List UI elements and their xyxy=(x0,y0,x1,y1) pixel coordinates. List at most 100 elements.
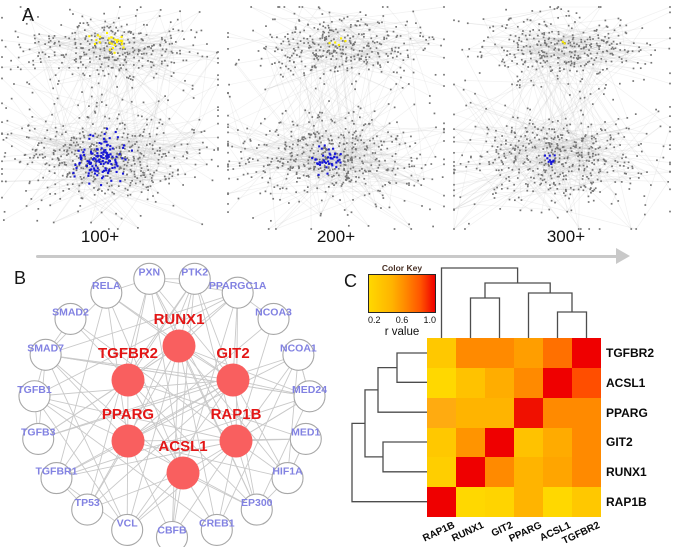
gene-node-med1 xyxy=(289,422,322,455)
heatmap-row-label: GIT2 xyxy=(606,435,633,450)
gene-node-tgfb1 xyxy=(18,380,51,413)
timeline-arrow-line xyxy=(36,255,618,258)
heatmap-cell-RAP1B-TGFBR2 xyxy=(572,487,601,517)
gene-node-label: CREB1 xyxy=(199,517,235,529)
gene-node-label: PPARGC1A xyxy=(209,280,267,292)
gene-node-label: NCOA1 xyxy=(280,342,317,354)
heatmap-cell-TGFBR2-GIT2 xyxy=(485,338,514,368)
gene-node-label: EP300 xyxy=(241,497,273,509)
gene-node-cbfb xyxy=(155,520,189,547)
gene-node-label: TGFBR1 xyxy=(35,466,77,478)
heatmap-cell-GIT2-RAP1B xyxy=(427,427,456,458)
heatmap-cell-RUNX1-PPARG xyxy=(514,457,543,488)
heatmap-cell-RAP1B-PPARG xyxy=(514,487,543,517)
hub-node-label: RUNX1 xyxy=(154,311,205,328)
gene-node-tp53 xyxy=(71,493,104,526)
heatmap-cell-TGFBR2-ACSL1 xyxy=(543,338,572,368)
network-graph-200 xyxy=(226,4,446,232)
hub-node-runx1 xyxy=(162,329,196,363)
heatmap-cell-TGFBR2-PPARG xyxy=(514,338,543,368)
heatmap-cell-RUNX1-ACSL1 xyxy=(543,457,572,488)
heatmap-cell-GIT2-TGFBR2 xyxy=(572,427,601,458)
gene-node-label: MED24 xyxy=(292,384,327,396)
heatmap-row-label: RAP1B xyxy=(606,495,647,510)
gene-node-label: TGFB3 xyxy=(21,426,56,438)
gene-node-label: TGFB1 xyxy=(17,384,52,396)
color-key-axis-label: r value xyxy=(384,326,420,338)
gene-node-vcl xyxy=(111,513,144,547)
gene-node-label: PXN xyxy=(138,266,160,278)
correlation-heatmap xyxy=(427,338,601,517)
heatmap-cell-ACSL1-RAP1B xyxy=(427,367,456,398)
heatmap-cell-RAP1B-GIT2 xyxy=(485,487,514,517)
heatmap-cell-PPARG-GIT2 xyxy=(485,397,514,428)
network-graph-300 xyxy=(452,4,672,232)
network-label-100: 100+ xyxy=(80,227,120,246)
panel-b-label: B xyxy=(14,268,27,288)
heatmap-cell-ACSL1-TGFBR2 xyxy=(572,367,601,398)
heatmap-cell-TGFBR2-RAP1B xyxy=(427,338,456,368)
gene-node-rela xyxy=(90,276,123,309)
color-key-ticks: 0.2 0.6 1.0 xyxy=(368,315,436,325)
heatmap-row-label: RUNX1 xyxy=(606,465,647,480)
hub-node-git2 xyxy=(216,363,250,397)
heatmap-cell-ACSL1-GIT2 xyxy=(485,367,514,398)
panel-c: C Color Key 0.2 0.6 1.0 r value TGFBR2 ACSL… xyxy=(340,262,677,547)
gene-node-label: MED1 xyxy=(291,426,320,438)
gene-node-ppargc1a xyxy=(221,276,254,309)
heatmap-cell-TGFBR2-TGFBR2 xyxy=(572,338,601,368)
heatmap-cell-GIT2-RUNX1 xyxy=(456,427,485,458)
hub-node-label: RAP1B xyxy=(211,406,262,423)
gene-node-smad7 xyxy=(29,338,62,371)
heatmap-cell-PPARG-PPARG xyxy=(514,397,543,428)
gene-node-label: CBFB xyxy=(157,525,187,537)
gene-node-tgfbr1 xyxy=(40,462,73,495)
color-key-tick: 1.0 xyxy=(423,315,436,325)
gene-node-label: PTK2 xyxy=(181,266,208,278)
color-key-tick: 0.6 xyxy=(395,315,409,325)
heatmap-cell-GIT2-PPARG xyxy=(514,427,543,458)
gene-node-label: HIF1A xyxy=(272,466,303,478)
gene-node-med24 xyxy=(293,380,326,413)
heatmap-row-label: ACSL1 xyxy=(606,375,646,390)
hub-node-acsl1 xyxy=(166,456,200,490)
column-dendrogram xyxy=(440,267,588,338)
panel-c-label: C xyxy=(344,271,357,291)
gene-node-ep300 xyxy=(240,493,273,526)
hub-node-label: TGFBR2 xyxy=(98,345,158,362)
timeline-arrow-head-icon xyxy=(616,248,630,264)
hub-node-pparg xyxy=(111,424,145,458)
network-label-300: 300+ xyxy=(546,227,586,246)
gene-node-label: SMAD7 xyxy=(27,342,64,354)
heatmap-cell-RUNX1-TGFBR2 xyxy=(572,457,601,488)
hub-node-rap1b xyxy=(219,424,253,458)
hub-node-tgfbr2 xyxy=(111,363,145,397)
row-dendrogram xyxy=(351,352,427,503)
heatmap-cell-ACSL1-ACSL1 xyxy=(543,367,572,398)
gene-node-ncoa3 xyxy=(257,302,290,336)
heatmap-cell-PPARG-ACSL1 xyxy=(543,397,572,428)
gene-node-label: VCL xyxy=(117,517,139,529)
network-label-200: 200+ xyxy=(316,227,356,246)
gene-node-ptk2 xyxy=(178,262,211,295)
gene-node-label: TP53 xyxy=(75,497,100,509)
heatmap-cell-PPARG-RUNX1 xyxy=(456,397,485,428)
gene-node-hif1a xyxy=(271,462,304,495)
heatmap-cell-TGFBR2-RUNX1 xyxy=(456,338,485,368)
heatmap-cell-PPARG-TGFBR2 xyxy=(572,397,601,428)
gene-node-smad2 xyxy=(54,302,87,335)
heatmap-cell-RUNX1-GIT2 xyxy=(485,457,514,488)
heatmap-cell-RAP1B-RUNX1 xyxy=(456,487,485,517)
heatmap-cell-ACSL1-PPARG xyxy=(514,367,543,398)
heatmap-cell-RUNX1-RAP1B xyxy=(427,457,456,488)
heatmap-cell-GIT2-ACSL1 xyxy=(543,427,572,458)
gene-node-label: SMAD2 xyxy=(52,306,89,318)
gene-node-creb1 xyxy=(200,513,233,547)
heatmap-row-label: TGFBR2 xyxy=(606,345,654,360)
hub-node-label: GIT2 xyxy=(216,345,249,362)
color-key: Color Key 0.2 0.6 1.0 r value xyxy=(368,263,436,338)
heatmap-cell-PPARG-RAP1B xyxy=(427,397,456,428)
heatmap-cell-RAP1B-RAP1B xyxy=(427,487,456,517)
